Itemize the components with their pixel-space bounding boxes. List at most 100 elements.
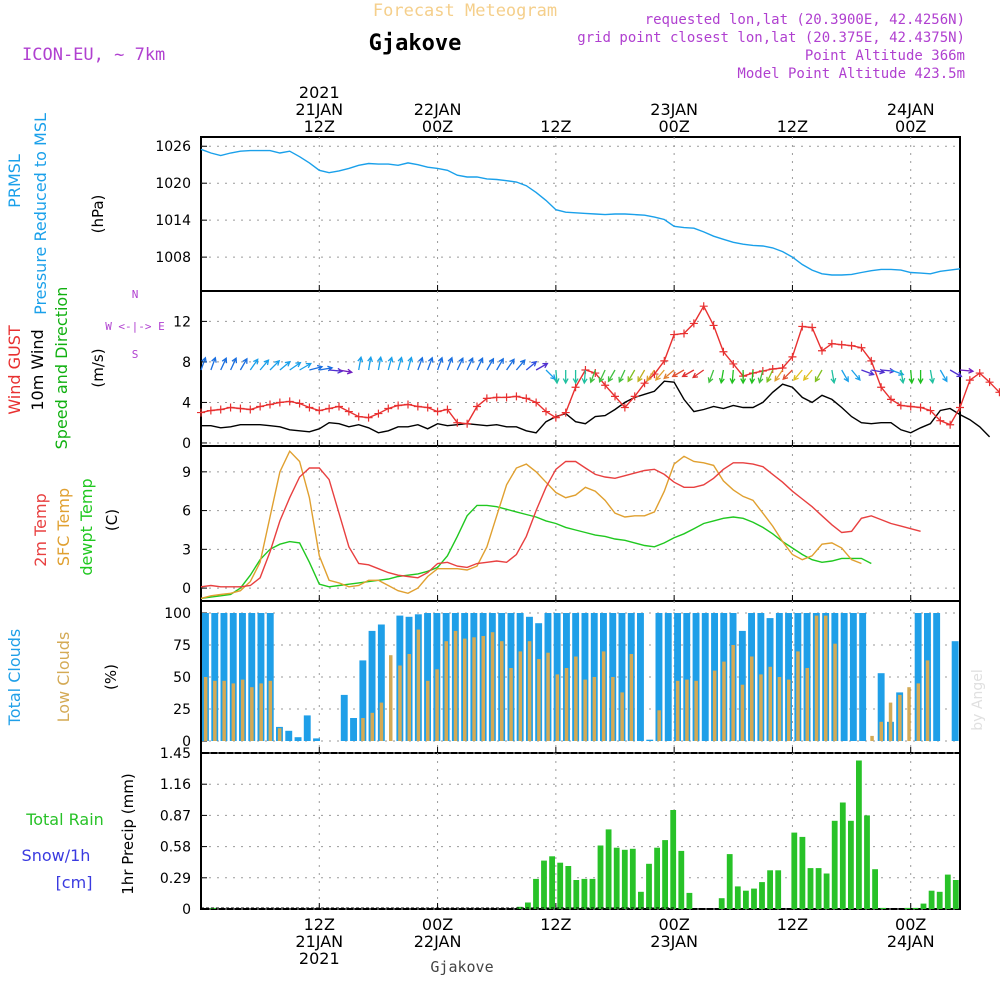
gust-marker xyxy=(965,376,974,385)
time-label-bottom: 12Z xyxy=(540,915,571,934)
panel-frame-pressure xyxy=(200,136,961,292)
wind-direction-arrow xyxy=(814,369,823,383)
t2m-line xyxy=(200,460,921,588)
requested-coords: requested lon,lat (20.3900E, 42.4256N) xyxy=(645,12,965,28)
rain-bar xyxy=(541,860,547,909)
time-label-top: 23JAN xyxy=(650,100,698,119)
low-cloud-bar xyxy=(361,718,365,741)
label-total-clouds: Total Clouds xyxy=(5,629,24,727)
time-label-top: 12Z xyxy=(777,117,808,136)
rain-bar xyxy=(848,820,854,909)
low-cloud-bar xyxy=(231,683,236,741)
rain-bar xyxy=(726,854,733,909)
gust-marker xyxy=(788,352,797,361)
rain-bar xyxy=(613,847,620,909)
time-label-top: 2021 xyxy=(299,83,340,102)
rain-bar xyxy=(557,862,564,909)
low-cloud-bar xyxy=(472,637,476,741)
total-cloud-bar xyxy=(840,613,848,741)
y-tick-label: 0 xyxy=(182,581,191,597)
gust-marker xyxy=(305,403,314,412)
low-cloud-bar xyxy=(370,712,374,741)
gust-marker xyxy=(956,403,964,412)
time-label-bottom: 2021 xyxy=(299,949,340,968)
y-tick-label: 75 xyxy=(173,638,191,654)
wind-direction-arrow xyxy=(729,369,736,385)
total-cloud-bar xyxy=(359,660,367,741)
total-cloud-bar xyxy=(646,739,654,741)
low-cloud-bar xyxy=(527,641,532,741)
total-cloud-bar xyxy=(951,641,959,741)
rain-bar xyxy=(936,891,943,909)
gust-marker xyxy=(344,407,353,416)
low-cloud-bar xyxy=(277,728,282,741)
gust-marker xyxy=(532,398,541,407)
label-precip-unit: 1hr Precip (mm) xyxy=(119,773,137,894)
gust-marker xyxy=(857,343,866,352)
low-cloud-bar xyxy=(796,651,800,741)
wind-direction-arrow xyxy=(377,355,383,371)
wind-direction-arrow xyxy=(663,369,675,380)
wind-direction-arrow xyxy=(269,359,281,371)
wind-direction-arrow xyxy=(718,369,725,385)
total-cloud-bar xyxy=(340,694,348,741)
gust-marker xyxy=(640,379,649,388)
time-label-bottom: 23JAN xyxy=(650,932,698,951)
y-tick-label: 100 xyxy=(164,606,191,622)
y-tick-label: 0.87 xyxy=(160,808,191,824)
gust-marker xyxy=(601,381,610,390)
total-cloud-bar xyxy=(692,613,700,741)
wind-direction-arrow xyxy=(338,368,354,375)
y-tick-label: 6 xyxy=(182,504,191,520)
wind-direction-arrow xyxy=(407,356,414,371)
wind-direction-arrow xyxy=(553,369,560,385)
rain-bar xyxy=(791,832,798,909)
gust-marker xyxy=(670,330,679,339)
gust-marker xyxy=(315,406,324,415)
grid-coords: grid point closest lon,lat (20.375E, 42.… xyxy=(577,30,965,46)
total-cloud-bar xyxy=(229,613,237,741)
footer-location: Gjakove xyxy=(430,958,493,976)
y-tick-label: 9 xyxy=(182,465,191,481)
gust-marker xyxy=(226,403,235,412)
total-cloud-bar xyxy=(674,613,681,741)
time-label-top: 00Z xyxy=(658,117,689,136)
low-cloud-bar xyxy=(777,677,782,741)
rain-bar xyxy=(670,810,677,909)
low-cloud-bar xyxy=(925,660,930,741)
wind-direction-arrow xyxy=(397,356,404,371)
low-cloud-bar xyxy=(407,654,411,741)
wind-direction-arrow xyxy=(436,356,444,371)
low-cloud-bar xyxy=(518,651,523,741)
rain-bar xyxy=(880,907,887,909)
low-cloud-bar xyxy=(657,710,661,741)
compass-s: S xyxy=(132,348,139,361)
y-tick-label: 0 xyxy=(182,734,191,750)
low-cloud-bar xyxy=(787,679,791,741)
compass-n: N xyxy=(132,288,139,301)
gust-marker xyxy=(896,401,905,410)
rain-bar xyxy=(654,847,660,909)
time-label-bottom: 00Z xyxy=(422,915,453,934)
rain-bar xyxy=(775,870,782,909)
wind-direction-arrow xyxy=(427,356,434,371)
low-cloud-bar xyxy=(731,645,735,741)
low-cloud-bar xyxy=(898,694,902,741)
low-cloud-bar xyxy=(259,683,263,741)
pressure-line xyxy=(200,148,961,276)
sfc-temp-line xyxy=(200,449,862,600)
rain-bar xyxy=(581,878,588,909)
gust-marker xyxy=(423,403,432,412)
total-cloud-bar xyxy=(933,613,941,741)
total-cloud-bar xyxy=(211,613,219,741)
wind-direction-arrow xyxy=(289,361,302,371)
wind-speed-line xyxy=(201,380,991,438)
watermark: by Angel xyxy=(970,669,986,730)
wind-direction-arrow xyxy=(466,356,474,371)
gust-marker xyxy=(197,408,205,417)
wind-direction-arrow xyxy=(486,357,495,371)
